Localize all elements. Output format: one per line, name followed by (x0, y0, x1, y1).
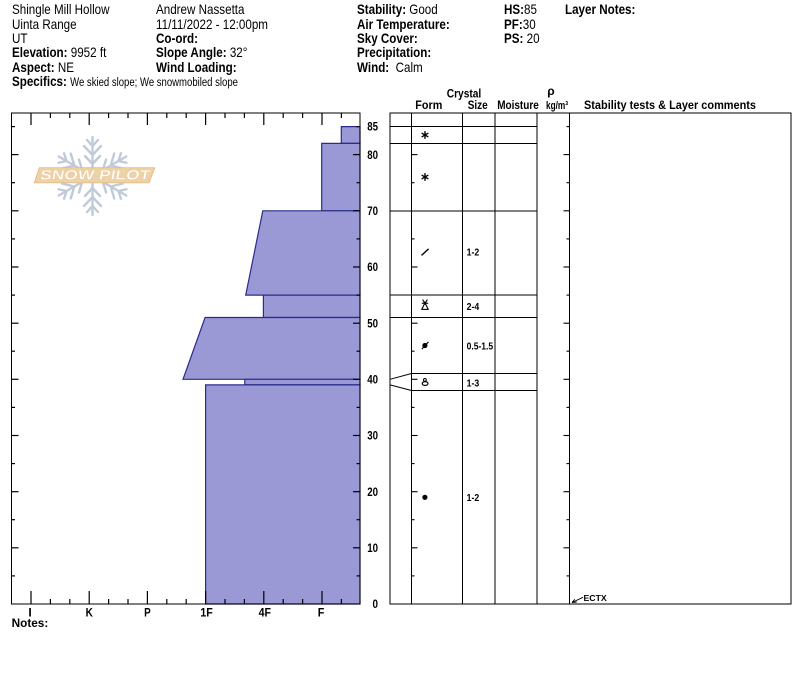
svg-text:50: 50 (367, 316, 378, 330)
svg-text:K: K (86, 606, 93, 620)
svg-text:F: F (318, 606, 325, 620)
svg-text:70: 70 (367, 204, 378, 218)
svg-text:2-4: 2-4 (467, 301, 480, 313)
svg-text:Form: Form (415, 98, 442, 112)
svg-text:ρ: ρ (547, 84, 554, 98)
svg-text:0.5-1.5: 0.5-1.5 (467, 340, 494, 352)
svg-text:SNOW PILOT: SNOW PILOT (39, 168, 153, 183)
svg-text:10: 10 (367, 541, 378, 555)
svg-text:40: 40 (367, 373, 378, 387)
svg-text:1-3: 1-3 (467, 377, 480, 389)
svg-text:Moisture: Moisture (497, 98, 539, 112)
svg-text:Notes:: Notes: (12, 616, 49, 630)
svg-text:85: 85 (367, 120, 378, 134)
svg-text:4F: 4F (259, 606, 271, 620)
svg-text:60: 60 (367, 260, 378, 274)
svg-text:kg/m³: kg/m³ (546, 100, 568, 112)
svg-text:1-2: 1-2 (467, 492, 480, 504)
svg-text:30: 30 (367, 429, 378, 443)
svg-text:1F: 1F (200, 606, 212, 620)
svg-text:Stability tests & Layer commen: Stability tests & Layer comments (584, 98, 756, 112)
svg-text:I: I (28, 606, 31, 620)
svg-text:20: 20 (367, 485, 378, 499)
svg-text:Size: Size (468, 98, 488, 112)
svg-text:Crystal: Crystal (447, 87, 482, 101)
svg-text:1-2: 1-2 (467, 247, 480, 259)
svg-text:0: 0 (373, 597, 379, 611)
svg-text:ECTX: ECTX (584, 593, 607, 603)
svg-text:80: 80 (367, 148, 378, 162)
svg-text:P: P (144, 606, 151, 620)
